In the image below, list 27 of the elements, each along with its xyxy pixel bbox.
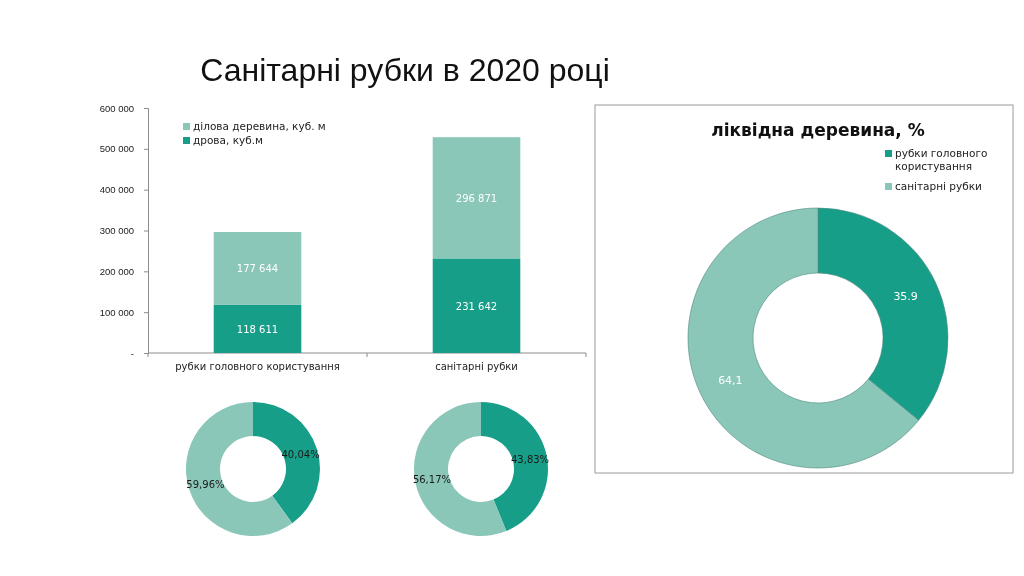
- data-label: 177 644: [236, 263, 279, 275]
- chart-title: ліквідна деревина, %: [711, 120, 925, 140]
- data-label: 118 611: [236, 323, 279, 335]
- legend-label: ділова деревина, куб. м: [193, 120, 326, 132]
- y-tick-label: 100 000: [99, 306, 134, 318]
- legend-label: дрова, куб.м: [193, 134, 263, 146]
- bar: [213, 232, 302, 305]
- y-tick-label: 600 000: [99, 102, 134, 114]
- y-tick-label: 300 000: [99, 225, 134, 237]
- y-tick-label: 200 000: [99, 265, 134, 277]
- donut-slice: [414, 402, 507, 536]
- chart-title: Санітарні рубки в 2020 році: [200, 52, 610, 88]
- bar: [432, 137, 521, 259]
- legend-label: рубки головного користування: [895, 147, 988, 172]
- data-label: 64,1: [718, 373, 743, 387]
- donut-slice: [253, 402, 320, 524]
- legend-label: санітарні рубки: [895, 180, 982, 192]
- data-label: 59,96%: [186, 479, 225, 491]
- y-tick-label: -: [130, 347, 134, 359]
- data-label: 35.9: [893, 290, 918, 304]
- y-tick-label: 400 000: [99, 184, 134, 196]
- bar: [432, 258, 521, 353]
- y-tick-label: 500 000: [99, 143, 134, 155]
- bar: [213, 304, 302, 353]
- donut-slice: [481, 402, 548, 532]
- data-label: 231 642: [455, 300, 498, 312]
- data-label: 296 871: [455, 192, 498, 204]
